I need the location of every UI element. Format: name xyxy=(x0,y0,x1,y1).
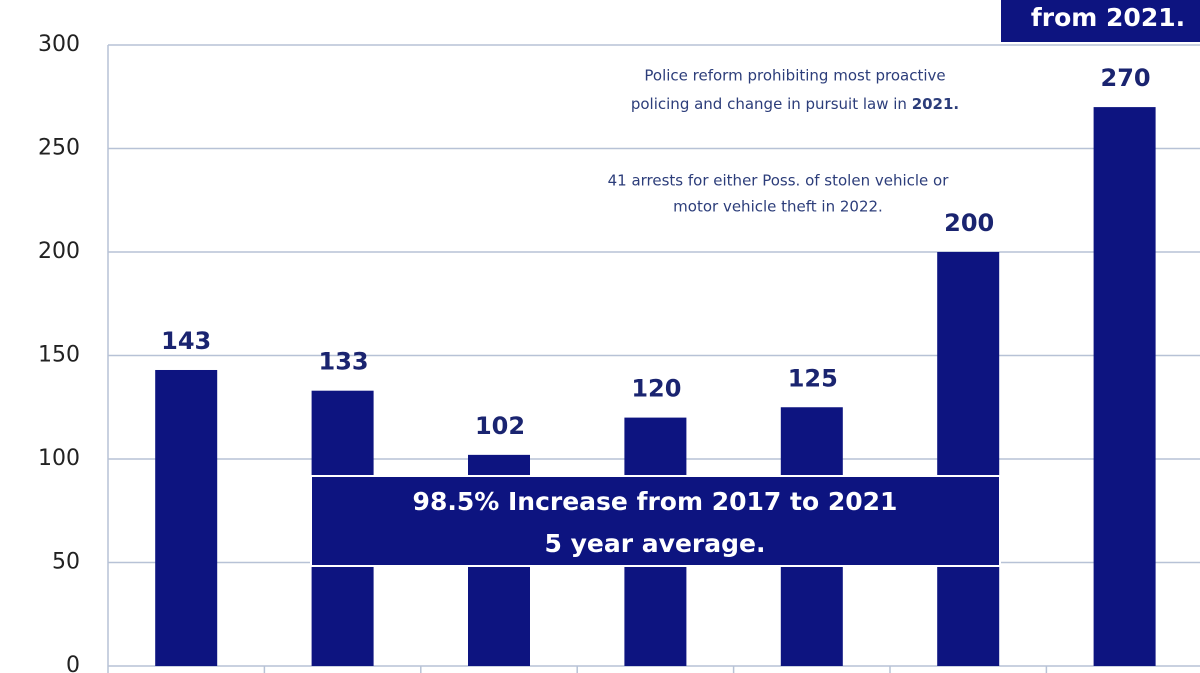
y-tick-label: 100 xyxy=(38,446,80,471)
value-label: 125 xyxy=(788,364,838,392)
value-label: 133 xyxy=(319,348,369,376)
annotation-part: policing and change in pursuit law in xyxy=(631,95,912,113)
y-tick-label: 250 xyxy=(38,136,80,161)
top-box-text: from 2021. xyxy=(1031,3,1185,32)
annotation: Police reform prohibiting most proactive xyxy=(644,67,945,85)
bars: 143 133 102 120 125 200 270 xyxy=(155,64,1156,667)
annotation: 41 arrests for either Poss. of stolen ve… xyxy=(608,172,950,190)
banner-text: 98.5% Increase from 2017 to 2021 xyxy=(413,487,898,516)
value-label: 120 xyxy=(631,375,681,403)
annotation: motor vehicle theft in 2022. xyxy=(673,198,883,216)
y-tick-label: 50 xyxy=(52,550,80,575)
overlay: 98.5% Increase from 2017 to 2021 5 year … xyxy=(310,0,1200,567)
y-tick-label: 200 xyxy=(38,239,80,264)
value-label: 102 xyxy=(475,412,525,440)
value-label: 200 xyxy=(944,209,994,237)
banner-text: 5 year average. xyxy=(545,529,766,558)
top-box xyxy=(1001,0,1200,42)
annotation-part: 2021. xyxy=(912,95,959,113)
value-label: 143 xyxy=(161,327,211,355)
y-tick-label: 0 xyxy=(66,653,80,673)
annotation: policing and change in pursuit law in 20… xyxy=(631,95,959,113)
bar xyxy=(937,252,1000,666)
bar xyxy=(1093,107,1156,667)
y-tick-label: 300 xyxy=(38,32,80,57)
value-label: 270 xyxy=(1101,64,1151,92)
bar xyxy=(155,369,218,666)
banner xyxy=(310,475,1001,567)
y-tick-label: 150 xyxy=(38,343,80,368)
